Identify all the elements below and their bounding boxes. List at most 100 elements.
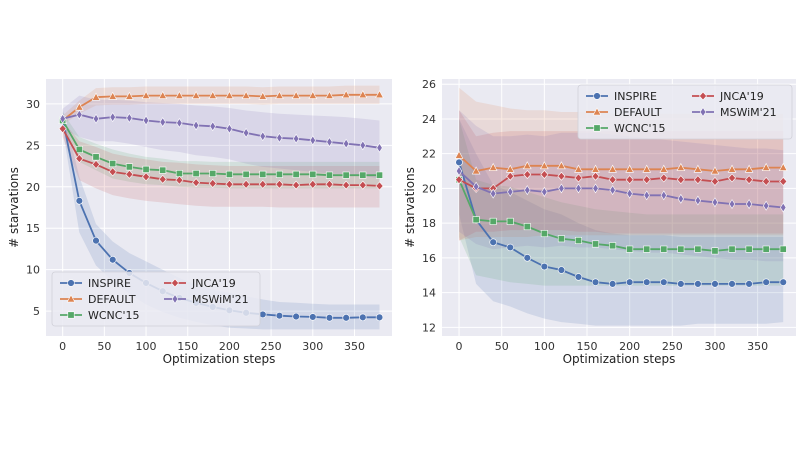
data-point <box>779 278 787 286</box>
data-point <box>472 216 480 224</box>
legend-item: JNCA'19 <box>692 90 764 103</box>
data-point <box>694 280 702 288</box>
data-point <box>745 245 753 253</box>
ticks: 0 50 100 150 200 250 300 350 12 14 16 18 20 22 24 26 <box>422 78 768 353</box>
x-tick-label: 250 <box>261 340 282 353</box>
data-point <box>275 179 284 189</box>
y-tick-label: 15 <box>26 222 40 235</box>
series <box>455 170 788 193</box>
data-point <box>309 313 317 321</box>
data-point <box>109 160 117 168</box>
data-point <box>659 173 668 183</box>
data-point <box>574 173 583 183</box>
data-point <box>780 202 787 213</box>
x-tick-label: 350 <box>747 340 768 353</box>
data-point <box>522 161 532 170</box>
data-point <box>608 175 617 185</box>
data-point <box>292 180 301 190</box>
legend-label: JNCA'19 <box>719 90 764 103</box>
data-point <box>359 140 366 151</box>
data-point <box>455 166 463 176</box>
legend-item: MSWiM'21 <box>692 106 777 119</box>
data-point <box>608 280 617 288</box>
x-tick-label: 300 <box>704 340 725 353</box>
data-point <box>275 90 284 99</box>
legend-swatch-marker <box>171 294 179 304</box>
data-point <box>471 166 481 175</box>
data-point <box>506 171 515 181</box>
legend-label: DEFAULT <box>88 293 136 306</box>
data-point <box>326 137 333 147</box>
data-point <box>575 183 582 194</box>
data-point <box>506 217 514 225</box>
data-point <box>225 90 234 99</box>
data-point <box>694 245 702 253</box>
data-point <box>208 179 217 188</box>
data-point <box>728 199 736 209</box>
data-point <box>609 242 617 250</box>
data-point <box>660 278 668 286</box>
data-point <box>676 162 686 171</box>
data-point <box>745 199 753 209</box>
data-point <box>342 138 350 149</box>
data-point <box>711 197 719 208</box>
data-point <box>358 90 368 99</box>
y-tick-label: 22 <box>422 148 436 161</box>
y-tick-label: 30 <box>26 98 40 111</box>
data-point <box>342 314 350 322</box>
legend-item: WCNC'15 <box>60 309 140 322</box>
y-tick-label: 24 <box>422 113 436 126</box>
data-point <box>608 164 617 173</box>
legend-swatch-marker <box>170 278 180 288</box>
legend-item: WCNC'15 <box>586 122 666 135</box>
data-point <box>242 179 251 189</box>
legend-label: WCNC'15 <box>88 309 140 322</box>
data-point <box>557 161 566 170</box>
data-point <box>507 186 514 197</box>
data-point <box>159 166 167 174</box>
data-point <box>375 313 384 322</box>
data-point <box>540 262 549 271</box>
data-point <box>92 113 100 124</box>
data-point <box>778 162 788 171</box>
data-point <box>591 171 600 181</box>
data-point <box>109 112 116 123</box>
data-point <box>710 177 719 186</box>
data-point <box>762 177 771 186</box>
data-point <box>506 243 514 252</box>
data-point <box>275 170 283 178</box>
data-point <box>642 175 651 185</box>
data-point <box>455 175 464 185</box>
data-point <box>677 193 684 204</box>
y-tick-label: 20 <box>26 181 40 194</box>
x-tick-label: 200 <box>619 340 640 353</box>
data-point <box>358 180 367 190</box>
data-point <box>557 266 566 274</box>
data-point <box>488 162 498 171</box>
data-point <box>745 175 754 185</box>
legend-box <box>51 271 261 327</box>
y-axis-label: # starvations <box>403 167 417 248</box>
data-point <box>728 173 737 183</box>
ticks: 0 50 100 150 200 250 300 350 5 10 15 20 25 30 <box>26 98 365 353</box>
data-point <box>142 115 150 126</box>
confidence-band <box>459 110 784 262</box>
data-point <box>643 278 651 286</box>
data-point <box>359 313 367 322</box>
data-point <box>92 236 100 245</box>
data-point <box>592 183 599 194</box>
data-point <box>642 164 652 173</box>
data-point <box>125 163 133 171</box>
data-point <box>342 180 351 190</box>
data-point <box>292 170 300 178</box>
data-point <box>125 169 134 179</box>
data-point <box>125 91 134 100</box>
series <box>455 166 787 213</box>
data-point <box>158 90 168 99</box>
data-point <box>159 117 166 128</box>
confidence-band <box>459 118 784 286</box>
x-tick-label: 0 <box>456 340 463 353</box>
data-point <box>292 312 300 321</box>
data-point <box>108 167 117 177</box>
